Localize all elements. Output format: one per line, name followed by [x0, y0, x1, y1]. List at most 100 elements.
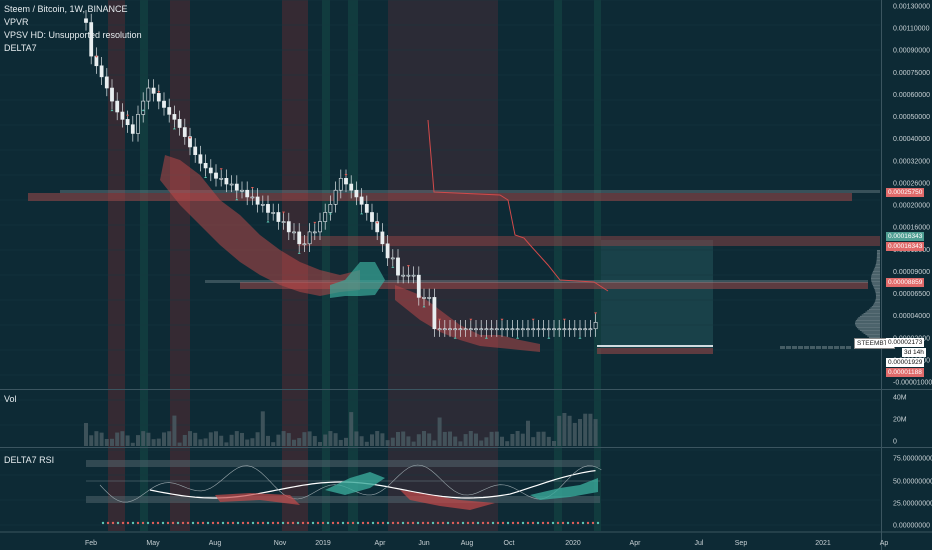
candle-body — [479, 328, 484, 331]
volume-bar — [474, 433, 478, 446]
price-axis-tick: 0.00026000 — [893, 180, 930, 187]
volume-bar — [318, 441, 322, 446]
candle-body — [427, 297, 432, 299]
volume-profile-bar — [873, 303, 880, 305]
candle-body — [593, 322, 598, 330]
indicator-delta7[interactable]: DELTA7 — [4, 43, 37, 53]
volume-profile-bar — [846, 346, 851, 349]
rsi-signal-dot — [551, 521, 555, 525]
candle-body — [406, 274, 411, 277]
price-tag-level-5: 0.00001929 — [886, 358, 925, 367]
rsi-signal-dot — [206, 521, 210, 525]
price-axis-tick: 0.00090000 — [893, 48, 930, 55]
time-axis-tick: Jul — [695, 540, 704, 547]
volume-bar — [463, 434, 468, 446]
candle-body — [318, 221, 322, 233]
volume-bar — [380, 433, 385, 446]
volume-profile-bar — [876, 254, 880, 256]
candle-body — [312, 231, 317, 234]
volume-bar — [276, 434, 281, 446]
time-axis-tick: Jun — [418, 540, 429, 547]
candles — [84, 9, 598, 337]
volume-axis[interactable]: 40M 20M 0 — [893, 395, 907, 446]
price-pane[interactable] — [28, 9, 880, 354]
volume-profile-bar — [798, 346, 803, 349]
candle-body — [494, 328, 499, 331]
price-axis-tick: 0.00004000 — [893, 313, 930, 320]
candle-body — [125, 119, 130, 126]
buy-marker-icon — [360, 212, 364, 215]
rsi-pane[interactable] — [86, 460, 602, 525]
time-axis-tick: Nov — [274, 540, 287, 547]
rsi-signal-dot — [411, 521, 415, 525]
rsi-signal-dot — [526, 521, 530, 525]
price-axis-tick: 0.00040000 — [893, 136, 930, 143]
candle-body — [193, 146, 198, 155]
volume-bar — [240, 432, 244, 446]
candle-body — [286, 221, 291, 233]
volume-profile-bar — [876, 252, 880, 254]
volume-bar — [307, 431, 312, 446]
volume-profile-bar — [876, 262, 880, 264]
volume-profile-bar — [875, 290, 880, 292]
price-axis-tick: 0.00110000 — [893, 26, 930, 33]
rsi-signal-dot — [391, 521, 395, 525]
volume-bar — [375, 431, 380, 446]
rsi-signal-dot — [271, 521, 275, 525]
candle-body — [572, 328, 577, 331]
rsi-signal-dot — [481, 521, 485, 525]
volume-pane[interactable] — [84, 411, 598, 446]
candle-body — [531, 328, 536, 331]
volume-bar — [552, 440, 556, 446]
price-zone — [597, 348, 713, 354]
volume-bar — [526, 420, 530, 446]
rsi-signal-dot — [591, 521, 595, 525]
rsi-pane-label[interactable]: DELTA7 RSI — [4, 455, 55, 465]
candle-body — [588, 328, 593, 331]
volume-bar — [203, 438, 208, 446]
volume-profile-bar — [871, 279, 880, 281]
rsi-signal-dot — [246, 521, 250, 525]
indicator-vpsv[interactable]: VPSV HD: Unsupported resolution — [4, 30, 142, 40]
chart-title[interactable]: Steem / Bitcoin, 1W, BINANCE — [4, 4, 128, 14]
volume-pane-label[interactable]: Vol — [4, 394, 17, 404]
price-axis-tick: 0.00060000 — [893, 92, 930, 99]
rsi-signal-dot — [456, 521, 460, 525]
rsi-axis[interactable]: 75.00000000 50.00000000 25.00000000 0.00000… — [893, 456, 932, 530]
volume-bar — [193, 432, 198, 446]
rsi-signal-dot — [546, 521, 550, 525]
volume-bar — [229, 434, 234, 446]
volume-bar — [354, 431, 359, 446]
time-axis[interactable]: Feb May Aug Nov 2019 Apr Jun Aug Oct 2020 Apr Jul Se… — [85, 540, 888, 547]
volume-profile-bar — [868, 336, 880, 338]
volume-bar — [416, 434, 421, 446]
signal-markers — [94, 55, 598, 339]
rsi-signal-dot — [306, 521, 310, 525]
candle-body — [500, 328, 504, 331]
volume-bar — [338, 439, 343, 446]
volume-bar — [364, 441, 369, 446]
candle-body — [151, 87, 156, 94]
rsi-signal-dot — [486, 521, 490, 525]
volume-profile-bar — [873, 286, 880, 288]
candle-body — [110, 87, 114, 102]
volume-profile-bar — [863, 332, 880, 334]
candle-body — [442, 328, 447, 331]
volume-bar — [250, 438, 255, 446]
candle-body — [557, 328, 562, 331]
candle-body — [567, 328, 572, 331]
candle-body — [448, 328, 452, 331]
volume-bar — [593, 419, 598, 446]
volume-bar — [323, 434, 328, 446]
volume-profile-bar — [855, 324, 880, 326]
rsi-bull-cloud — [530, 478, 598, 500]
bear-cloud — [395, 285, 540, 352]
rsi-signal-dot — [561, 521, 565, 525]
indicator-vpvr[interactable]: VPVR — [4, 17, 29, 27]
volume-profile-bar — [870, 307, 880, 309]
volume-profile-bar — [786, 346, 791, 349]
rsi-signal-dot — [441, 521, 445, 525]
volume-bar — [505, 441, 510, 446]
